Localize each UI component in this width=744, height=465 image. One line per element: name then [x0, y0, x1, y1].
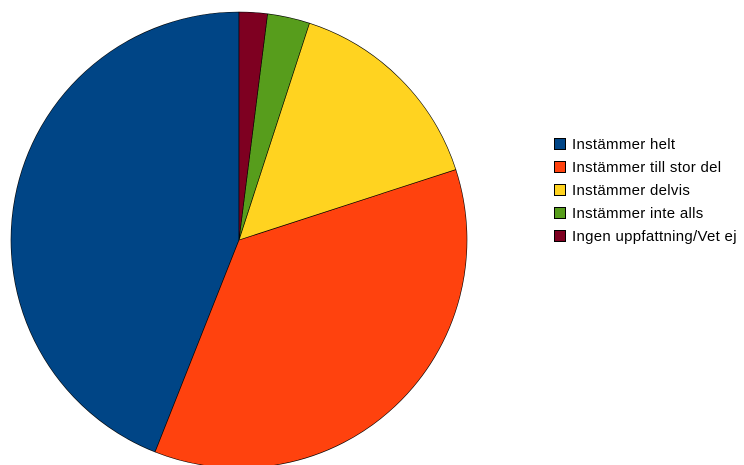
- legend-swatch-instammer-inte-alls: [554, 207, 566, 219]
- legend-item-instammer-inte-alls: Instämmer inte alls: [554, 202, 739, 225]
- legend-swatch-instammer-till-stor-del: [554, 161, 566, 173]
- legend-label-instammer-till-stor-del: Instämmer till stor del: [572, 159, 722, 176]
- pie-slice-1: [154, 169, 468, 465]
- legend-swatch-ingen-uppfattning: [554, 230, 566, 242]
- legend-label-instammer-helt: Instämmer helt: [572, 136, 676, 153]
- legend-swatch-instammer-helt: [554, 138, 566, 150]
- chart-legend: Instämmer helt Instämmer till stor del I…: [554, 133, 739, 248]
- legend-item-instammer-till-stor-del: Instämmer till stor del: [554, 156, 739, 179]
- legend-item-instammer-delvis: Instämmer delvis: [554, 179, 739, 202]
- legend-label-ingen-uppfattning: Ingen uppfattning/Vet ej: [572, 228, 737, 245]
- legend-item-instammer-helt: Instämmer helt: [554, 133, 739, 156]
- pie-slice-4: [238, 11, 268, 241]
- legend-item-ingen-uppfattning: Ingen uppfattning/Vet ej: [554, 225, 739, 248]
- legend-label-instammer-delvis: Instämmer delvis: [572, 182, 691, 199]
- legend-swatch-instammer-delvis: [554, 184, 566, 196]
- pie-slice-0: [10, 11, 240, 453]
- legend-label-instammer-inte-alls: Instämmer inte alls: [572, 205, 704, 222]
- pie-slice-2: [238, 22, 457, 241]
